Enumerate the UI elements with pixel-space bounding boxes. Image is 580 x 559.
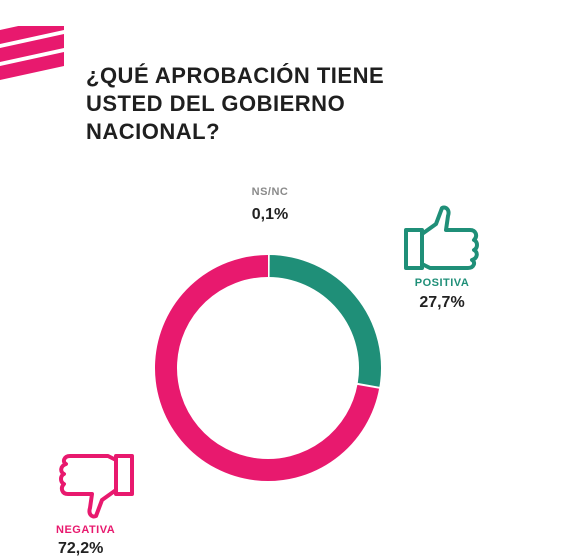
positive-label: POSITIVA (414, 277, 470, 289)
negative-label: NEGATIVA (56, 524, 116, 536)
nsnc-label: NS/NC (251, 186, 289, 198)
donut-slice-positiva (268, 255, 381, 388)
thumbs-up-icon (404, 205, 479, 270)
negative-value: 72,2% (58, 540, 104, 557)
donut-separator (356, 382, 381, 389)
positive-value: 27,7% (419, 294, 465, 311)
thumbs-down-icon (59, 454, 134, 519)
brand-stripes-icon (0, 26, 64, 80)
donut-slice-negativa (155, 255, 380, 481)
nsnc-value: 0,1% (251, 206, 289, 223)
chart-title: ¿QUÉ APROBACIÓN TIENE USTED DEL GOBIERNO… (86, 63, 385, 144)
